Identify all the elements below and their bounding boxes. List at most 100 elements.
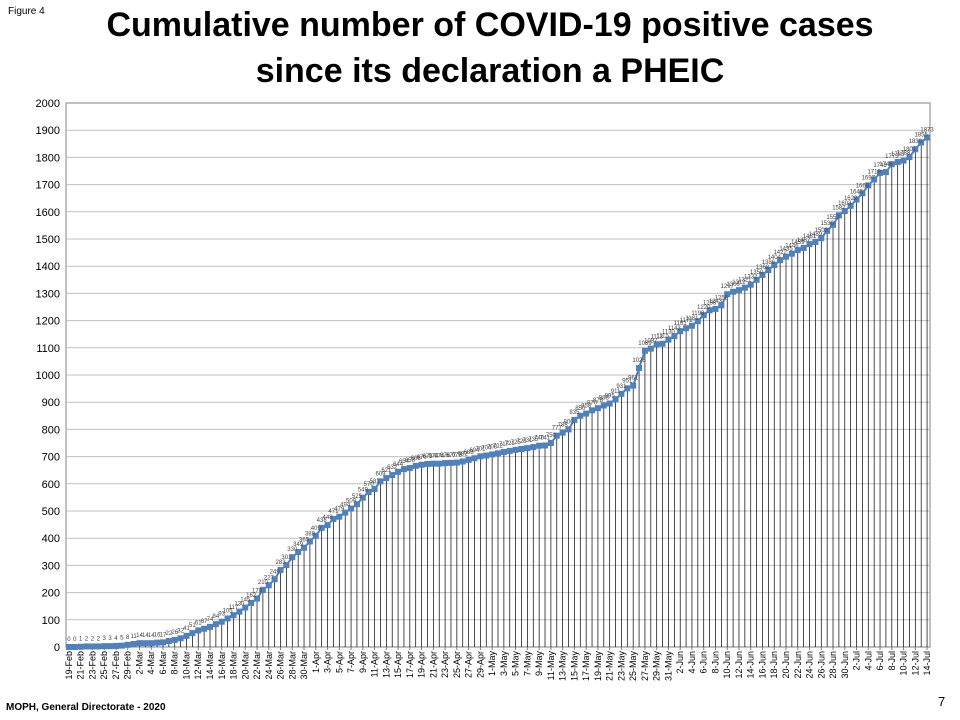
data-point [177,635,184,642]
data-label: 654 [399,459,410,465]
data-point [289,554,296,561]
data-point [136,640,143,647]
data-label: 632 [387,465,398,471]
data-point [636,364,643,371]
data-label: 549 [358,488,369,494]
data-label: 701 [475,446,486,452]
data-label: 388 [305,531,316,537]
data-label: 704 [481,446,492,452]
data-point [747,281,754,288]
data-point [107,643,114,650]
data-point [424,460,431,467]
data-label: 678 [452,453,463,459]
data-label: 2 [85,636,89,642]
data-point [130,641,137,648]
data-label: 1321 [738,278,752,284]
data-label: 17 [160,632,167,638]
chart-title-line-2: since its declaration a PHEIC [255,52,725,90]
data-label: 1130 [662,330,676,336]
data-point [265,582,272,589]
data-label: 1097 [644,339,658,345]
data-label: 1697 [862,175,876,181]
x-tick-label-10-Jun: 10-Jun [722,651,732,679]
data-point [465,456,472,463]
data-point [741,284,748,291]
x-tick-label-13-Apr: 13-Apr [381,651,391,678]
x-tick-label-3-Apr: 3-Apr [323,651,333,673]
data-label: 895 [605,394,616,400]
data-point [112,642,119,649]
data-point [647,345,654,352]
data-label: 676 [440,453,451,459]
data-point [442,460,449,467]
data-point [459,458,466,465]
data-label: 1350 [750,270,764,276]
y-tick-label-1900: 1900 [36,125,60,137]
data-point [189,630,196,637]
data-label: 105 [223,608,234,614]
data-label: 283 [276,560,287,566]
data-label: 888 [599,395,610,401]
data-point [453,459,460,466]
data-label: 1181 [686,316,700,322]
data-point [888,161,895,168]
data-point [483,452,490,459]
data-point [671,333,678,340]
data-point [630,382,637,389]
data-point [653,341,660,348]
data-point [489,451,496,458]
data-label: 1435 [779,247,793,253]
data-point [342,509,349,516]
data-point [665,336,672,343]
data-point [101,643,108,650]
data-label: 26 [171,630,178,636]
x-tick-label-27-May: 27-May [640,651,650,682]
data-point [606,400,613,407]
chart-title-line-1: Cumulative number of COVID-19 positive c… [106,6,874,44]
data-label: 32 [177,628,184,634]
data-labels: 0 0 1 2 2 2 3 3 4 5 8 11 14 14 14 16 17 22 26 32 41 51 61 67 74 8… [67,128,934,643]
x-tick-label-20-Mar: 20-Mar [240,651,250,680]
data-label: 67 [201,619,208,625]
y-tick-label-600: 600 [42,479,60,491]
data-point [877,169,884,176]
data-point [677,328,684,335]
x-tick-label-30-Mar: 30-Mar [299,651,309,680]
data-label: 162 [246,593,257,599]
data-point [683,325,690,332]
y-axis-ticks: 0 100 200 300 400 500 600 700 800 900 1000 1100 1200… [36,98,60,654]
data-point [600,402,607,409]
data-point [171,636,178,643]
data-label: 677 [446,453,457,459]
data-label: 670 [417,455,428,461]
x-tick-label-10-Jul: 10-Jul [899,651,909,676]
data-point [753,276,760,283]
x-tick-label-8-Jun: 8-Jun [710,651,720,674]
x-tick-label-17-Apr: 17-Apr [405,651,415,678]
x-tick-label-7-Apr: 7-Apr [346,651,356,673]
data-point [765,267,772,274]
data-label: 1467 [797,238,811,244]
data-point [295,549,302,556]
y-tick-label-1300: 1300 [36,288,60,300]
data-label: 409 [311,526,322,532]
data-point [547,440,554,446]
data-point [894,159,901,166]
x-tick-label-20-Jun: 20-Jun [781,651,791,679]
x-tick-label-25-Apr: 25-Apr [452,651,462,678]
data-label: 1830 [909,139,923,145]
data-label: 11 [130,634,137,640]
x-tick-label-7-May: 7-May [522,651,532,677]
data-point [559,429,566,436]
data-label: 1172 [680,318,694,324]
data-point [818,235,825,242]
x-tick-label-11-May: 11-May [546,651,556,681]
x-tick-label-30-Jun: 30-Jun [840,651,850,679]
data-label: 609 [375,471,386,477]
data-point [406,465,413,472]
data-point [324,522,331,529]
x-tick-label-1-Apr: 1-Apr [311,651,321,673]
data-label: 1332 [744,275,758,281]
x-tick-label-25-May: 25-May [628,651,638,682]
data-point [518,445,525,452]
